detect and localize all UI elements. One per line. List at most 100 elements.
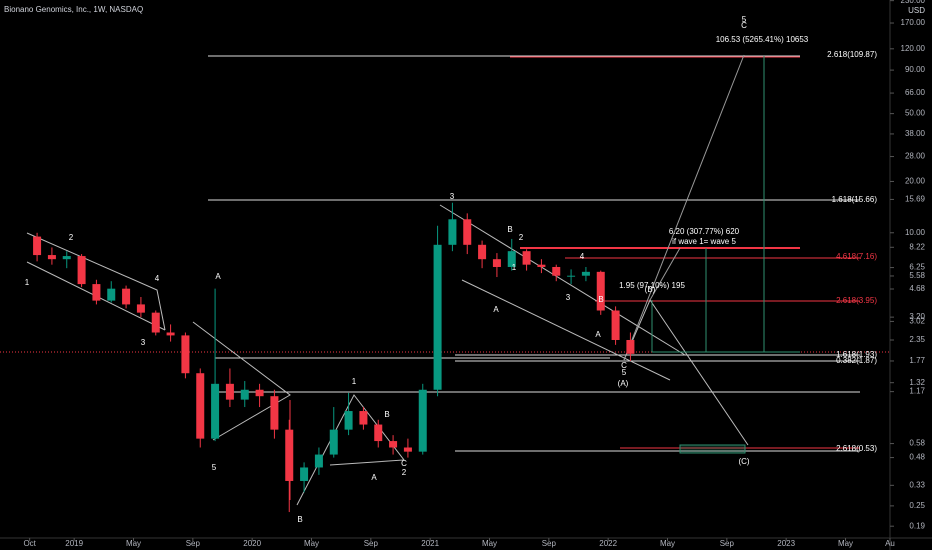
wave-label: A [215,272,221,281]
candle-body [166,332,175,336]
y-tick-label: 10.00 [905,228,926,237]
wave-label: 5 [212,463,217,472]
candle-body [33,236,42,256]
y-tick-label: 15.69 [905,195,926,204]
x-tick-label: May [126,539,141,548]
wave-label: 3 [566,293,571,302]
x-tick-label: 2022 [599,539,617,548]
candle-body [62,256,71,260]
x-tick-label: Sep [186,539,201,548]
channel [461,279,671,381]
measure-label: if wave 1= wave 5 [672,237,736,246]
candle-body [240,389,249,400]
y-tick-label: 120.00 [901,44,926,53]
fib-label: 0.382(1.87) [836,356,877,365]
candle-body [433,244,442,390]
y-tick-label: 3.20 [909,312,925,321]
candle-body [211,383,220,439]
y-tick-label: 90.00 [905,65,926,74]
candle-body [359,411,368,425]
wave-label: 3 [141,338,146,347]
candle-body [552,266,561,276]
channel [26,232,166,331]
candle-body [122,288,131,305]
price-axis-bg [890,0,932,550]
y-tick-label: 0.58 [909,439,925,448]
candle-body [255,389,264,397]
drawings [0,54,890,506]
x-tick-label: 2019 [65,539,83,548]
candle-body [136,304,145,313]
x-tick-label: Au [885,539,895,548]
candle-body [92,284,101,301]
fib-label: 2.618(109.87) [827,50,877,59]
candle-body [463,219,472,245]
candle-body [492,259,501,267]
annotations: 12345AB1BAC23B21A34BAC5(A)(B)(C)5C2.618(… [25,15,878,524]
y-tick-label: 230.00 [901,0,926,5]
candle-body [522,251,531,265]
axes: 230.00170.00120.0090.0066.0050.0038.0028… [23,0,925,548]
y-tick-label: 170.00 [901,18,926,27]
x-tick-label: Sep [364,539,379,548]
wave-label: A [595,330,601,339]
wave-label: 2 [519,233,524,242]
y-tick-label: 28.00 [905,152,926,161]
candle-body [270,396,279,430]
fib-label: 2.618(0.53) [836,444,877,453]
projection [623,298,749,446]
wave-label: A [493,305,499,314]
candle-body [403,447,412,452]
candle-body [374,424,383,442]
x-tick-label: Sep [542,539,557,548]
fib-label: 2.618(3.95) [836,296,877,305]
x-tick-label: Sep [720,539,735,548]
y-tick-label: 3.02 [909,317,925,326]
y-tick-label: 1.77 [909,356,925,365]
channel [439,204,686,356]
wave-label: (A) [618,379,629,388]
candle-body [47,255,56,260]
wave-label: 4 [580,252,585,261]
x-tick-label: 2020 [243,539,261,548]
y-tick-label: 5.58 [909,271,925,280]
candle-body [314,454,323,468]
plot [33,202,635,513]
wave-label: A [371,473,377,482]
fib-label: 1.618(15.66) [832,195,878,204]
candle-body [537,264,546,267]
wave-label: 3 [450,192,455,201]
candle-body [626,339,635,354]
candle-body [596,271,605,311]
candle-body [196,373,205,439]
candle-body [225,383,234,400]
candle-body [567,275,576,277]
wave-label: 1 [352,377,357,386]
y-tick-label: 66.00 [905,88,926,97]
candle-body [329,429,338,455]
wave-label: C [401,459,407,468]
measure-label: 106.53 (5265.41%) 10653 [716,35,809,44]
x-tick-label: Oct [23,539,36,548]
wave-label: 2 [69,233,74,242]
y-tick-label: 0.48 [909,453,925,462]
y-tick-label: 20.00 [905,177,926,186]
y-tick-label: 50.00 [905,109,926,118]
y-tick-label: 1.32 [909,378,925,387]
y-tick-label: 0.19 [909,521,925,530]
triangle [192,321,291,441]
candle-body [77,256,86,285]
candle-body [181,335,190,374]
x-tick-label: 2023 [777,539,795,548]
wave-label: B [384,410,389,419]
candle-body [300,467,309,481]
candle-body [581,271,590,276]
candle-body [448,219,457,245]
candle-body [107,288,116,301]
candle-body [507,251,516,267]
candle-body [478,244,487,260]
projection [623,54,745,361]
y-tick-label: 8.22 [909,242,925,251]
y-tick-label: 0.33 [909,480,925,489]
